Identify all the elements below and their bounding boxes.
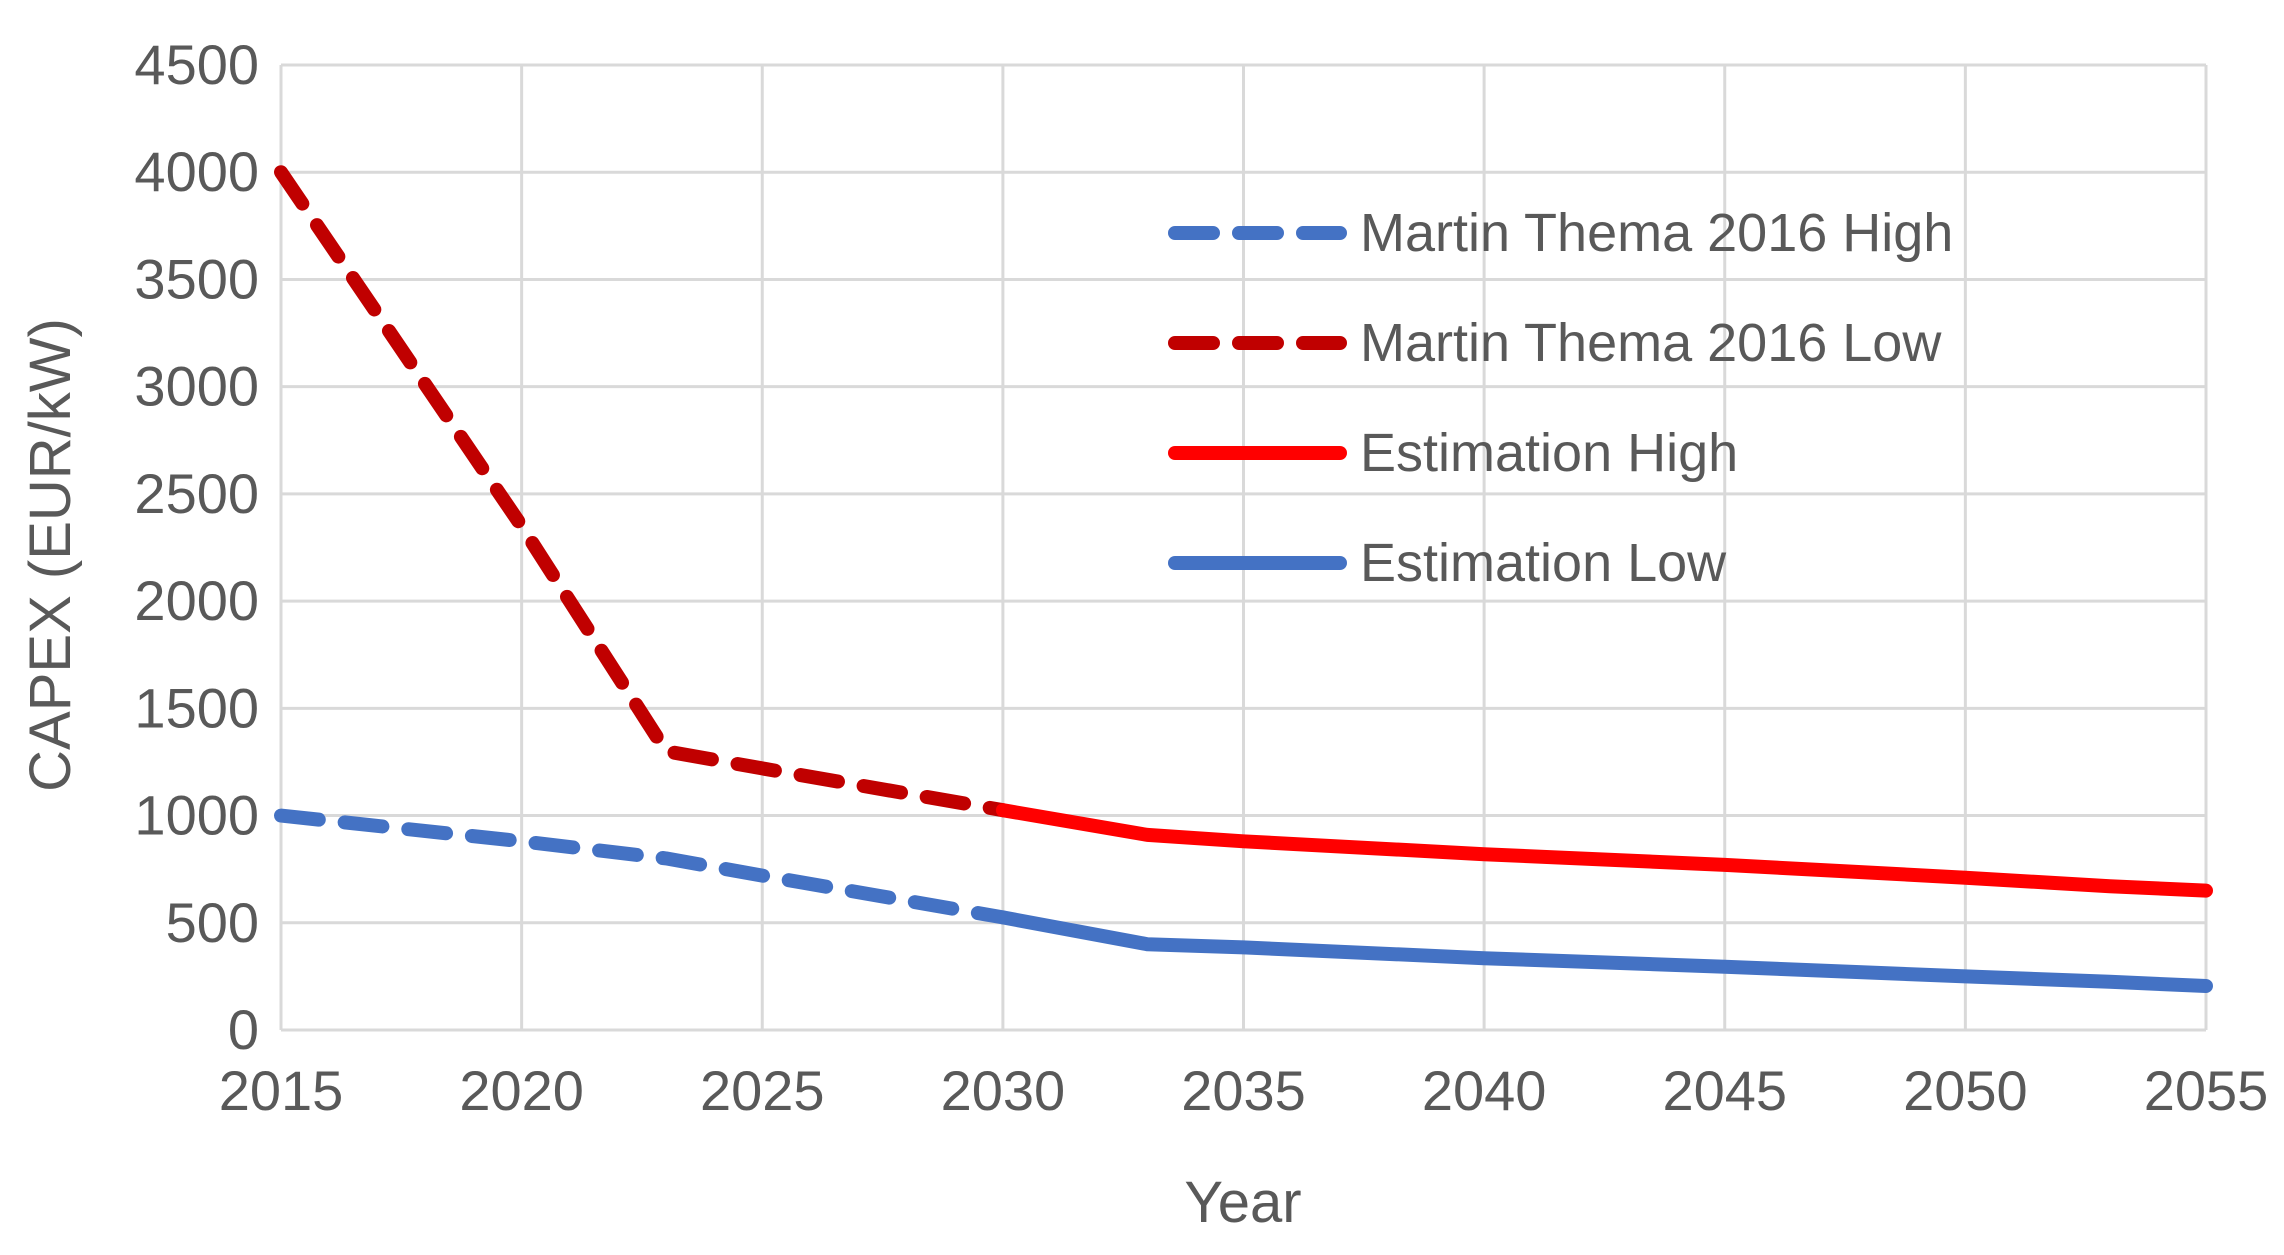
y-tick-label: 500 [166,891,259,954]
y-tick-label: 4500 [134,33,259,96]
y-tick-label: 1500 [134,676,259,739]
x-axis-title: Year [1184,1170,1301,1235]
legend-label: Martin Thema 2016 Low [1360,313,1942,373]
y-tick-label: 0 [228,998,259,1061]
grid-layer [279,63,2208,1032]
legend-item: Estimation Low [1168,533,1727,593]
y-tick-label: 4000 [134,140,259,203]
y-tick-label: 2500 [134,462,259,525]
legend-item: Estimation High [1168,423,1738,483]
series-line-estimation-high [995,803,2213,898]
x-tick-label: 2025 [700,1059,825,1122]
x-tick-label: 2045 [1662,1059,1787,1122]
axis-layer: 0 500 1000 1500 2000 2500 3000 3500 4000 4500 2015… [134,33,2268,1122]
series-line-martin-thema-2016-high [274,808,1010,925]
x-tick-label: 2020 [459,1059,584,1122]
x-tick-label: 2015 [219,1059,344,1122]
x-tick-label: 2050 [1903,1059,2028,1122]
series-layer [274,165,2213,993]
legend-item: Martin Thema 2016 Low [1168,313,1942,373]
x-tick-label: 2030 [941,1059,1066,1122]
series-line-estimation-low [995,910,2213,993]
series-line-martin-thema-2016-low [274,165,1010,818]
x-tick-label: 2055 [2144,1059,2269,1122]
legend-label: Martin Thema 2016 High [1360,203,1953,263]
legend-label: Estimation High [1360,423,1738,483]
legend: Martin Thema 2016 High Martin Thema 2016 … [1168,203,1953,593]
y-axis-title: CAPEX (EUR/kW) [18,318,83,792]
y-tick-label: 3500 [134,247,259,310]
y-tick-label: 3000 [134,355,259,418]
legend-label: Estimation Low [1360,533,1727,593]
y-tick-label: 2000 [134,569,259,632]
x-tick-label: 2040 [1422,1059,1547,1122]
x-tick-label: 2035 [1181,1059,1306,1122]
legend-item: Martin Thema 2016 High [1168,203,1953,263]
y-tick-label: 1000 [134,784,259,847]
